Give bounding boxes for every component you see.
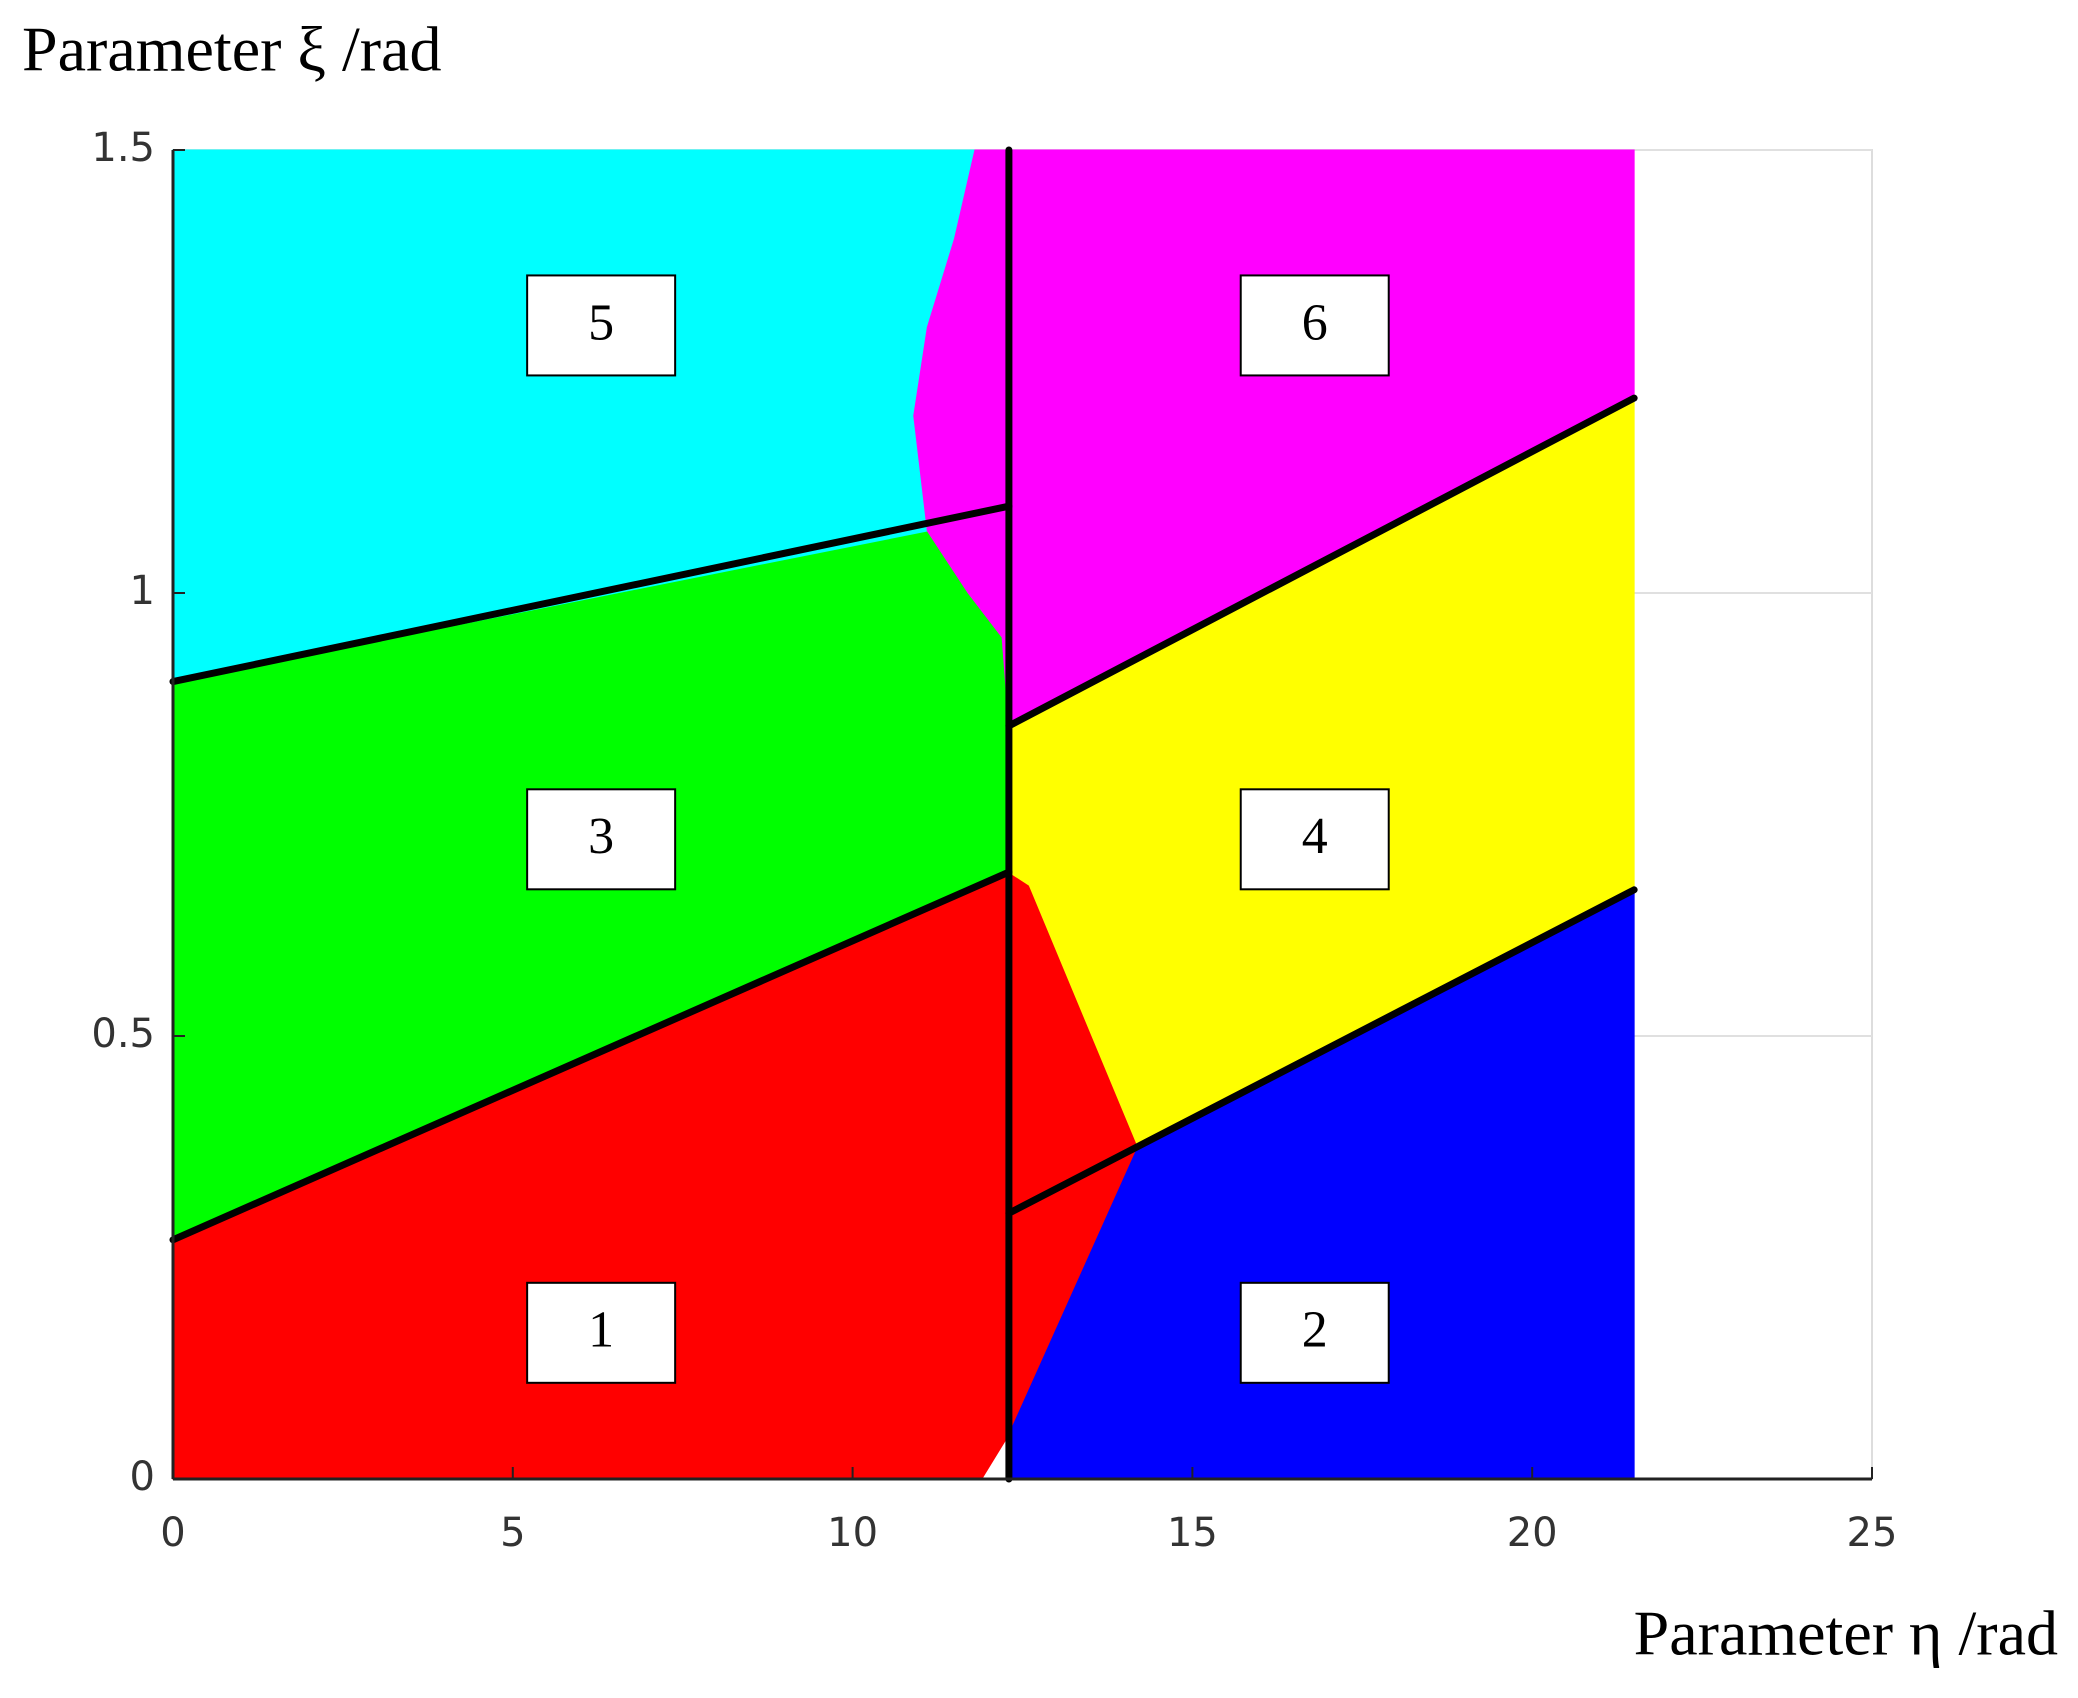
boundary-line [1005, 394, 1638, 730]
x-tick-label: 0 [160, 1510, 185, 1556]
y-tick-label: 0 [130, 1454, 155, 1500]
y-tick-label: 1 [130, 568, 155, 614]
boundary-line [169, 868, 1013, 1244]
x-tick-label: 15 [1167, 1510, 1218, 1556]
region-label-box [1239, 1281, 1390, 1384]
boundary-line [169, 502, 1013, 686]
y-tick-label: 0.5 [91, 1011, 155, 1057]
region-label: 3 [588, 808, 614, 865]
region-label-box [1239, 274, 1390, 377]
region-label-box [1239, 788, 1390, 891]
x-tick-label: 25 [1847, 1510, 1898, 1556]
region-label: 6 [1302, 294, 1328, 351]
boundary-line [1005, 886, 1638, 1217]
region-label: 2 [1302, 1302, 1328, 1359]
region-label-box [526, 1281, 677, 1384]
y-tick-label: 1.5 [91, 125, 155, 171]
region-label-box [526, 274, 677, 377]
x-tick-label: 5 [500, 1510, 525, 1556]
y-axis-title: Parameter ξ /rad [22, 14, 441, 85]
region-label: 1 [588, 1302, 614, 1359]
region [913, 149, 1635, 727]
region-label: 5 [588, 294, 614, 351]
region-label: 4 [1302, 808, 1328, 865]
region-label-box [526, 788, 677, 891]
x-axis-title: Parameter η /rad [1634, 1598, 2058, 1669]
x-tick-label: 20 [1507, 1510, 1558, 1556]
x-tick-label: 10 [827, 1510, 878, 1556]
